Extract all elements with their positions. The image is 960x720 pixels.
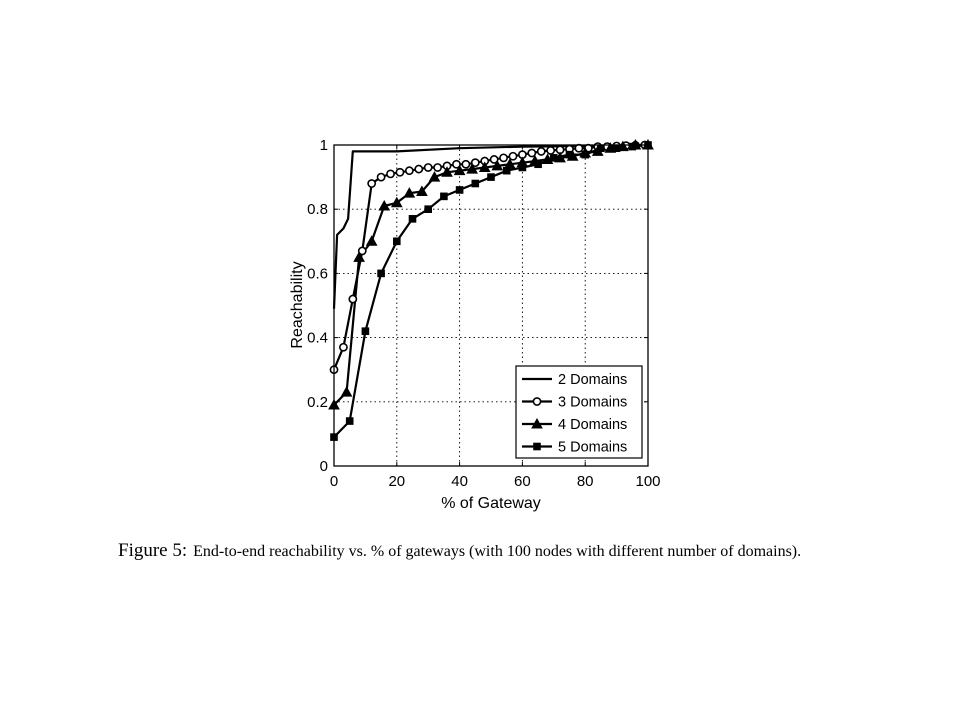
- data-point-triangle: [441, 166, 453, 177]
- data-point-triangle: [428, 171, 441, 182]
- data-point-triangle: [340, 386, 353, 397]
- caption-text: End-to-end reachability vs. % of gateway…: [193, 543, 802, 560]
- data-point-square: [345, 417, 354, 425]
- data-point-triangle: [416, 185, 428, 197]
- x-tick-label: 0: [330, 473, 338, 490]
- data-point-circle: [414, 164, 424, 174]
- data-point-square: [361, 327, 370, 335]
- y-tick-label: 0.4: [307, 330, 328, 347]
- data-point-square: [502, 166, 511, 175]
- data-point-circle: [376, 172, 386, 182]
- data-point-square: [550, 154, 558, 162]
- plot-frame: [333, 144, 649, 467]
- data-point-triangle: [478, 161, 491, 172]
- y-axis-title: Reachability: [289, 261, 306, 348]
- y-tick-label: 0: [320, 458, 328, 475]
- data-point-circle: [348, 294, 358, 304]
- legend-label: 5 Domains: [558, 440, 627, 456]
- legend-marker-square: [533, 442, 541, 451]
- legend: 2 Domains 3 Domains 4 Domains 5 Domains: [515, 365, 643, 459]
- data-point-circle: [536, 147, 546, 156]
- data-point-triangle: [466, 163, 479, 174]
- data-point-circle: [433, 163, 443, 172]
- y-tick-label: 0.6: [307, 265, 328, 282]
- legend-label: 3 Domains: [558, 395, 627, 411]
- data-point-circle: [339, 342, 348, 352]
- data-point-circle: [395, 167, 405, 177]
- data-point-triangle: [390, 196, 403, 208]
- data-point-square: [408, 215, 417, 223]
- legend-marker-triangle: [531, 417, 543, 429]
- data-point-square: [471, 179, 480, 188]
- data-point-square: [581, 150, 589, 159]
- series-line-3-domains: [332, 143, 645, 371]
- data-point-circle: [546, 146, 556, 155]
- data-point-circle: [489, 155, 499, 164]
- data-point-triangle: [403, 187, 416, 198]
- legend-label: 2 Domains: [558, 372, 627, 388]
- data-point-triangle: [365, 235, 378, 246]
- x-axis-title: % of Gateway: [441, 495, 541, 512]
- legend-box: [515, 365, 643, 459]
- data-point-circle: [423, 163, 433, 172]
- data-point-square: [440, 192, 448, 201]
- data-point-circle: [357, 246, 367, 256]
- data-point-circle: [508, 151, 518, 161]
- data-point-square: [597, 144, 605, 153]
- legend-marker-circle: [532, 397, 542, 406]
- data-point-square: [565, 150, 574, 159]
- marker-layer: [328, 138, 654, 441]
- data-point-square: [377, 269, 385, 278]
- y-tick-label: 0.2: [307, 394, 328, 411]
- x-tick-label: 100: [635, 473, 660, 490]
- x-tick-label: 80: [577, 473, 594, 490]
- data-point-triangle: [353, 251, 365, 262]
- x-tick-label: 20: [388, 473, 405, 490]
- caption-label: Figure 5:: [118, 540, 188, 561]
- data-point-circle: [470, 158, 480, 168]
- data-point-triangle: [453, 164, 466, 176]
- data-point-circle: [452, 159, 461, 169]
- y-tick-label: 1: [320, 137, 328, 154]
- data-point-circle: [404, 166, 414, 176]
- data-point-square: [534, 160, 542, 169]
- data-point-square: [487, 173, 495, 181]
- data-point-square: [612, 144, 621, 153]
- x-tick-label: 40: [451, 473, 468, 490]
- data-point-circle: [574, 143, 584, 153]
- y-tick-label: 0.8: [307, 201, 328, 218]
- data-point-square: [518, 163, 527, 172]
- x-tick-label: 60: [514, 473, 531, 490]
- axis-ticks: 0 20 40 60 80 100 0 0.2 0.4 0.6 0.8 1: [307, 137, 660, 490]
- data-point-square: [424, 205, 432, 213]
- data-point-circle: [386, 169, 395, 179]
- data-point-square: [393, 237, 401, 246]
- legend-label: 4 Domains: [558, 417, 627, 433]
- series-line-2-domains: [332, 143, 649, 309]
- data-point-circle: [461, 159, 471, 169]
- data-point-square: [455, 186, 464, 194]
- data-point-circle: [499, 153, 508, 163]
- data-point-circle: [527, 148, 537, 158]
- figure-caption: Figure 5: End-to-end reachability vs. % o…: [118, 540, 918, 562]
- data-point-circle: [367, 179, 377, 188]
- data-point-triangle: [378, 199, 391, 211]
- data-point-square: [628, 142, 637, 151]
- data-point-triangle: [491, 159, 504, 171]
